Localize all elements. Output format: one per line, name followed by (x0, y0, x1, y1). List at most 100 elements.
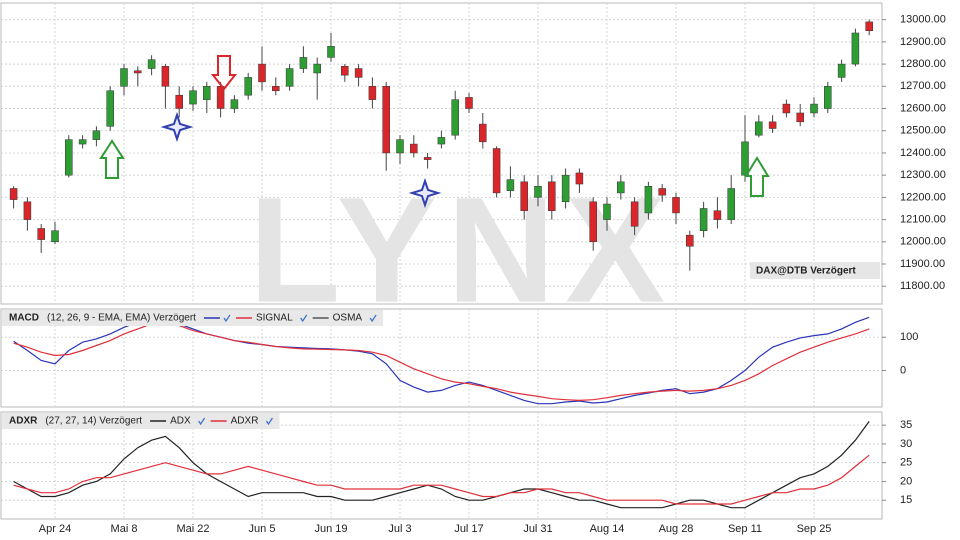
candle-body (23, 201, 32, 220)
pane-frame (0, 411, 883, 520)
x-tick-label: Jun 5 (249, 523, 276, 535)
x-tick-label: Apr 24 (39, 523, 71, 535)
candle-body (272, 86, 280, 91)
candle-body (837, 63, 846, 78)
y-tick-label: 12300.00 (900, 169, 946, 181)
candle-body (244, 77, 252, 96)
candle-body (327, 46, 335, 58)
signal-star (408, 177, 442, 209)
y-tick-label: 25 (900, 457, 912, 469)
plot-layer: 11800.00 11900.00 12000.00 12100.00 12200.00… (0, 2, 946, 535)
x-tick-label: Aug 14 (590, 523, 625, 535)
candle-body (561, 174, 570, 203)
candle-body (686, 234, 694, 247)
instrument-label-text: DAX@DTB Verzögert (756, 266, 856, 277)
candle-body (465, 97, 473, 109)
candle-body (120, 68, 128, 87)
legend-check (198, 417, 206, 426)
candle-body (851, 32, 860, 65)
instrument-label: DAX@DTB Verzögert (750, 262, 880, 279)
y-tick-label: 12800.00 (900, 58, 946, 70)
legend-title: MACD (9, 313, 39, 324)
y-tick-label: 15 (900, 494, 912, 506)
y-tick-label: 12700.00 (900, 80, 946, 92)
watermark: LYNX (249, 166, 675, 334)
legend-params: (27, 27, 14) Verzögert (45, 416, 142, 427)
y-tick-label: 30 (900, 438, 912, 450)
candle-body (285, 68, 294, 87)
y-tick-label: 35 (900, 419, 912, 431)
y-tick-label: 12100.00 (900, 213, 946, 225)
candle-body (713, 210, 722, 220)
candle-body (147, 59, 156, 69)
candle-body (755, 121, 763, 136)
legend-box (2, 310, 384, 326)
candle-body (451, 99, 459, 136)
sell-arrow (210, 55, 238, 91)
x-tick-label: Jul 17 (454, 523, 483, 535)
x-tick-label: Sep 25 (797, 523, 832, 535)
candle-body (644, 186, 653, 214)
candle-body (796, 112, 804, 123)
candle-body (768, 121, 777, 129)
candle-body (368, 86, 377, 100)
x-tick-label: Jul 31 (523, 523, 552, 535)
y-tick-label: 12500.00 (900, 125, 946, 137)
candle-body (630, 201, 639, 227)
legend-check (223, 314, 231, 323)
buy-arrow (99, 139, 125, 179)
legend-check (265, 417, 273, 426)
y-tick-label: 100 (900, 331, 918, 343)
candle-body (161, 66, 170, 87)
candle-body (423, 157, 432, 160)
x-tick-label: Mai 8 (111, 523, 138, 535)
candle-body (410, 143, 418, 154)
candle-body (437, 137, 446, 145)
signal-star (160, 111, 194, 143)
legend-label: ADXR (231, 416, 259, 427)
candle-body (658, 188, 666, 196)
candle-body (230, 99, 239, 109)
candle-body (727, 188, 735, 220)
candle-body (134, 70, 142, 74)
candle-body (479, 123, 487, 143)
label-box (750, 262, 880, 279)
candle-body (341, 66, 349, 76)
y-tick-label: 12400.00 (900, 147, 946, 159)
y-tick-label: 12200.00 (900, 191, 946, 203)
legend-label: SIGNAL (256, 313, 293, 324)
candle-body (9, 188, 18, 200)
x-tick-label: Aug 28 (659, 523, 694, 535)
y-tick-label: 20 (900, 475, 912, 487)
y-tick-label: 11900.00 (900, 258, 945, 270)
candle-body (506, 179, 515, 191)
candle-body (824, 86, 832, 109)
buy-arrow (744, 156, 770, 197)
candle-body (65, 139, 73, 176)
candle-body (51, 230, 59, 243)
candle-body (37, 228, 45, 240)
candle-body (865, 21, 873, 32)
pane-frame (0, 2, 883, 305)
candle-body (382, 86, 390, 154)
series-line (13, 454, 870, 505)
y-tick-label: 0 (900, 364, 906, 376)
candle-body (216, 86, 225, 109)
candle-body (189, 90, 197, 105)
legend-title: ADXR (9, 416, 38, 427)
candle-body (106, 90, 114, 127)
candle-body (548, 181, 556, 211)
x-tick-label: Jun 19 (314, 523, 347, 535)
legend-label: ADX (170, 416, 191, 427)
candle-body (175, 94, 183, 109)
candle-body (258, 63, 266, 83)
candle-body (617, 181, 625, 194)
candle-body (534, 186, 542, 198)
candle-body (299, 57, 308, 69)
candle-body (699, 208, 708, 231)
candle-body (203, 86, 211, 100)
legend-check (369, 314, 377, 323)
candle-body (92, 130, 101, 140)
x-tick-label: Mai 22 (176, 523, 209, 535)
